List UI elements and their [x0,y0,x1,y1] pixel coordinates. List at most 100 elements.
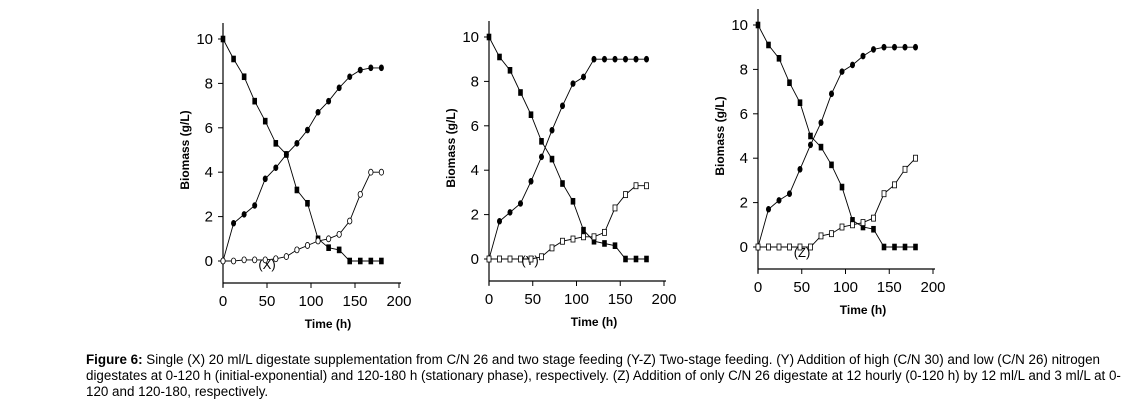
data-point [496,217,502,225]
data-point [623,191,628,199]
y-tick-label: 8 [205,75,213,92]
data-point [881,43,887,51]
data-point [241,211,247,218]
data-point [871,225,876,233]
data-point [518,255,523,263]
data-point [892,243,897,251]
data-point [797,99,803,106]
x-tick-label: 100 [298,293,323,310]
data-point [241,73,247,81]
x-axis-title: Time (h) [305,317,351,331]
x-tick-label: 50 [793,279,810,296]
data-point [357,257,363,265]
data-point [539,138,544,145]
data-point [326,244,331,251]
series-filled-square [220,35,384,265]
data-point [818,232,824,240]
data-point [252,97,257,105]
data-point [818,143,824,151]
data-point [315,108,321,116]
data-point [765,205,771,213]
data-point [581,226,586,234]
data-point [871,46,877,53]
data-point [262,117,268,125]
data-point [336,84,342,92]
data-point [850,61,856,69]
data-point [560,180,565,187]
data-point [294,246,300,254]
data-point [602,228,607,236]
data-point [528,178,534,185]
data-point [486,255,492,263]
data-point [808,141,814,149]
data-point [902,243,908,251]
y-tick-label: 6 [205,120,213,137]
data-point [839,223,845,231]
data-point [581,73,587,81]
data-point [776,54,782,62]
y-tick-label: 10 [731,17,748,34]
data-point [829,230,834,238]
chart-panel-y: 0 2 4 6 8 10 0 50 100 150 200 Time (h) Biomass (g/L)… [444,0,687,340]
data-point [220,257,226,265]
series-line [222,67,382,262]
data-point [644,182,649,190]
data-point [507,209,513,216]
x-tick-label: 0 [485,291,493,308]
series-line [488,58,647,260]
data-point [304,242,311,249]
data-point [560,237,565,245]
data-point [892,181,897,189]
data-point [518,200,524,207]
data-point [881,190,887,198]
panel-label: (X) [258,257,275,272]
data-point [357,66,363,74]
x-tick-label: 0 [754,279,762,296]
data-point [549,126,555,134]
data-point [839,68,845,75]
data-point [283,151,289,158]
data-point [368,257,374,265]
data-point [612,242,618,249]
data-point [231,219,237,227]
data-point [315,237,321,245]
chart-panel-x: 0 2 4 6 8 10 0 50 100 150 200 Time (h) Biomass (g/L)… [175,0,415,340]
data-point [378,168,384,176]
data-point [797,166,803,173]
series-filled-square [486,33,649,263]
x-tick-label: 150 [877,279,902,296]
data-point [797,243,803,251]
data-point [497,255,502,263]
y-tick-label: 4 [740,150,748,167]
data-point [549,155,555,163]
x-tick-label: 200 [386,293,411,310]
data-point [776,243,782,251]
data-point [787,190,793,198]
data-point [623,255,628,263]
data-point [808,243,813,251]
data-point [570,197,576,205]
y-tick-label: 0 [740,239,748,256]
data-point [633,255,639,263]
data-point [591,55,597,63]
y-tick-label: 10 [196,31,213,48]
data-point [336,230,342,238]
x-tick-label: 150 [608,291,633,308]
series-line [758,157,916,248]
chart-panel-z: 0 2 4 6 8 10 0 50 100 150 200 Time (h) Biomass (g/L)… [706,0,946,340]
y-tick-label: 8 [471,73,479,90]
data-point [497,53,502,61]
data-point [602,55,608,63]
data-point [539,253,544,261]
data-point [230,257,237,265]
y-tick-label: 10 [462,29,479,46]
figure-label: Figure 6: [86,352,143,367]
data-point [570,80,576,87]
data-point [902,43,908,51]
series-line [488,36,647,260]
data-point [913,243,918,251]
data-point [871,214,876,222]
data-point [570,235,576,243]
data-point [612,204,618,212]
